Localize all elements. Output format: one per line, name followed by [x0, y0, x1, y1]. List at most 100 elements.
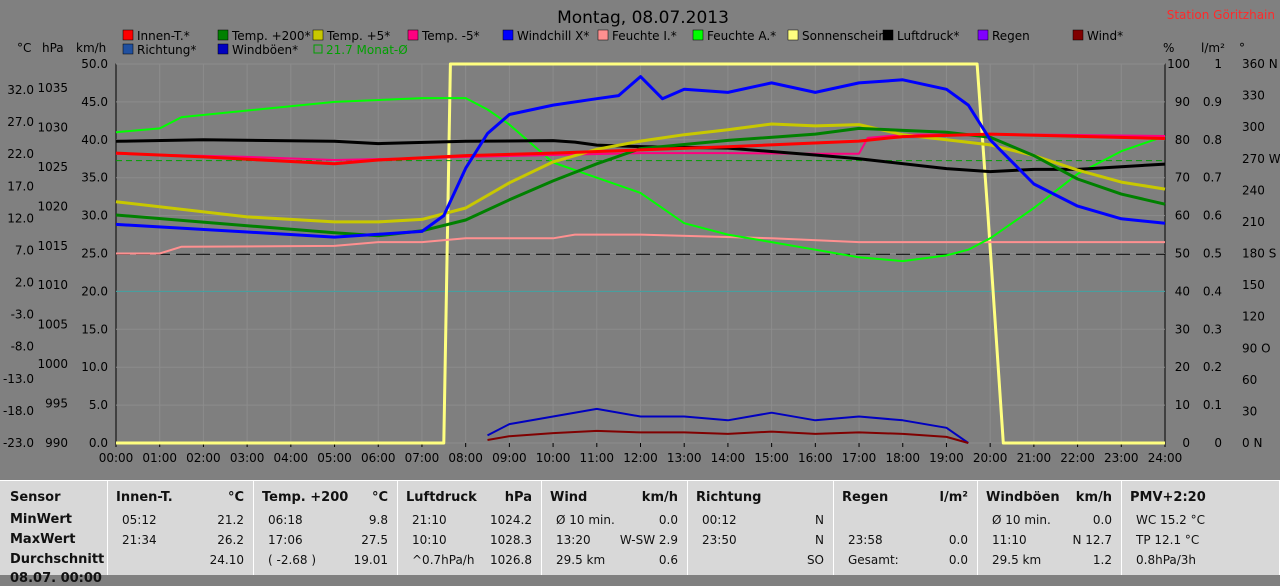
stats-table: Sensor MinWert MaxWert Durchschnitt 08.07. 0… — [0, 480, 1280, 586]
legend-swatch — [882, 29, 894, 41]
stat-label: 05:12 — [122, 513, 157, 527]
legend-swatch — [312, 29, 324, 41]
tick-label: 01:00 — [142, 451, 177, 465]
tick-label: 990 — [45, 436, 68, 450]
stat-value: 0.0 — [948, 533, 968, 547]
tick-label: 10.0 — [81, 360, 108, 374]
legend-swatch — [597, 29, 609, 41]
tick-label: 0.4 — [1203, 284, 1222, 298]
legend-label: Luftdruck* — [897, 29, 960, 43]
stat-label: 06:18 — [268, 513, 303, 527]
stat-value: 1028.3 — [490, 533, 532, 547]
tick-label: 22:00 — [1060, 451, 1095, 465]
tick-label: 210 — [1242, 215, 1265, 229]
series-temp-5 — [115, 133, 1166, 161]
tick-label: 25.0 — [81, 247, 108, 261]
chart-title: Montag, 08.07.2013 — [557, 8, 729, 28]
tick-label: 50 — [1175, 247, 1190, 261]
stat-label: WC 15.2 °C — [1136, 513, 1205, 527]
tick-label: 13:00 — [667, 451, 702, 465]
right-axes: 100908070605040302010010.90.80.70.60.50.… — [1167, 57, 1280, 450]
tick-label: 7.0 — [15, 243, 34, 257]
series-innen-t — [115, 132, 1166, 166]
stats-column: Luftdruck hPa 21:10 1024.2 10:10 1028.3 ^0.7hP… — [398, 481, 542, 575]
stats-row-labels: Sensor MinWert MaxWert Durchschnitt 08.07. 0… — [0, 481, 108, 586]
stat-label: 10:10 — [412, 533, 447, 547]
series-temp-5 — [115, 122, 1166, 224]
column-header: PMV+2:20 — [1130, 490, 1206, 505]
stats-column: Windböen km/h Ø 10 min. 0.0 11:10 N 12.7 29.5 … — [978, 481, 1122, 575]
stat-label: 29.5 km — [556, 553, 606, 567]
column-unit: °C — [227, 490, 244, 505]
column-header: Regen — [842, 490, 889, 505]
legend-swatch — [502, 29, 514, 41]
stats-column: Innen-T. °C 05:12 21.2 21:34 26.2 24.10 — [108, 481, 254, 575]
column-header: Luftdruck — [406, 490, 477, 505]
unit-label: km/h — [76, 41, 106, 55]
column-header: Wind — [550, 490, 588, 505]
stat-label: 23:50 — [702, 533, 737, 547]
stat-label: Ø 10 min. — [992, 513, 1051, 527]
legend-label: Windböen* — [232, 43, 298, 57]
tick-label: 40 — [1175, 284, 1190, 298]
tick-label: 12:00 — [623, 451, 658, 465]
tick-label: 03:00 — [230, 451, 265, 465]
column-header: Temp. +200 — [262, 490, 349, 505]
row-label: 08.07. 00:00 — [10, 571, 102, 586]
stats-column: Wind km/h Ø 10 min. 0.0 13:20 W-SW 2.9 29.5 km… — [542, 481, 688, 575]
tick-label: 270 W — [1242, 152, 1280, 166]
legend-swatch — [407, 29, 419, 41]
stat-label: TP 12.1 °C — [1136, 533, 1200, 547]
stat-label: 0.8hPa/3h — [1136, 553, 1197, 567]
legend-label: Temp. -5* — [421, 29, 480, 43]
legend-label: Regen — [992, 29, 1030, 43]
tick-label: 17:00 — [842, 451, 877, 465]
stat-label: 29.5 km — [992, 553, 1042, 567]
tick-label: 0.6 — [1203, 209, 1222, 223]
stat-value: 0.6 — [658, 553, 678, 567]
stat-value: 19.01 — [353, 553, 388, 567]
legend-label: Temp. +200* — [231, 29, 311, 43]
tick-label: 50.0 — [81, 57, 108, 71]
tick-label: 70 — [1175, 171, 1190, 185]
tick-label: 45.0 — [81, 95, 108, 109]
stat-value: 0.0 — [1092, 513, 1112, 527]
stat-value: SO — [806, 553, 824, 567]
legend-swatch — [692, 29, 704, 41]
tick-label: 1 — [1214, 57, 1222, 71]
column-unit: km/h — [1075, 490, 1112, 505]
tick-label: 2.0 — [15, 276, 34, 290]
tick-label: 27.0 — [7, 115, 34, 129]
tick-label: 18:00 — [885, 451, 920, 465]
unit-label: % — [1163, 41, 1174, 55]
stat-value: 27.5 — [361, 533, 388, 547]
tick-label: 10:00 — [536, 451, 571, 465]
tick-label: 11:00 — [579, 451, 614, 465]
stat-value: 1.2 — [1092, 553, 1112, 567]
tick-label: 14:00 — [711, 451, 746, 465]
tick-label: 330 — [1242, 89, 1265, 103]
tick-label: 04:00 — [274, 451, 309, 465]
legend-swatch — [122, 29, 134, 41]
tick-label: 30 — [1175, 322, 1190, 336]
stat-value: N — [815, 533, 824, 547]
stat-value: 1024.2 — [490, 513, 532, 527]
tick-label: -13.0 — [3, 372, 34, 386]
legend-label: Feuchte A.* — [707, 29, 776, 43]
tick-label: 300 — [1242, 120, 1265, 134]
tick-label: 0.2 — [1203, 360, 1222, 374]
column-header: Windböen — [986, 490, 1060, 505]
tick-label: 90 O — [1242, 341, 1271, 355]
tick-label: 0.3 — [1203, 322, 1222, 336]
tick-label: 20.0 — [81, 284, 108, 298]
tick-label: 00:00 — [99, 451, 134, 465]
x-axis: 00:00 01:00 02:00 03:00 04:00 05:00 06:00 07:00… — [99, 443, 1182, 465]
tick-label: 1010 — [37, 278, 68, 292]
legend-label: Innen-T.* — [137, 29, 190, 43]
series-sonnenschein — [116, 62, 1165, 445]
stat-value: W-SW 2.9 — [619, 533, 678, 547]
tick-label: -3.0 — [11, 308, 34, 322]
column-unit: °C — [371, 490, 388, 505]
tick-label: 21:00 — [1017, 451, 1052, 465]
tick-label: 32.0 — [7, 83, 34, 97]
